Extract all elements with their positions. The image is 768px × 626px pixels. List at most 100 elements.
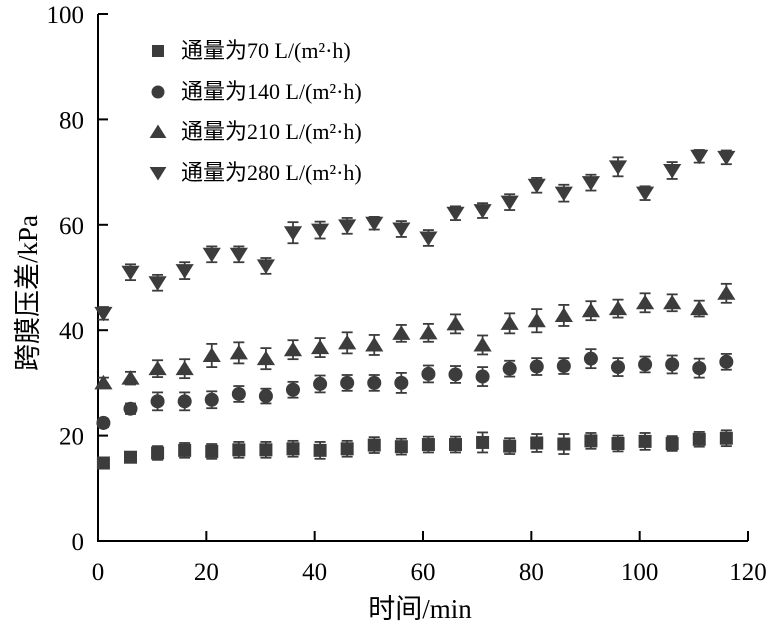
marker-square [611, 437, 625, 451]
marker-triangle-down [446, 206, 465, 222]
x-tick-label: 80 [519, 559, 544, 586]
marker-square [530, 436, 544, 450]
marker-circle [394, 375, 409, 390]
marker-square [232, 443, 246, 457]
marker-triangle-down [202, 247, 221, 263]
marker-triangle-down [581, 176, 601, 191]
marker-triangle-up [202, 347, 221, 362]
marker-square [692, 432, 706, 446]
marker-triangle-down [608, 160, 628, 175]
marker-circle [96, 415, 111, 430]
legend-label-flux-210: 通量为210 L/(m²·h) [181, 119, 362, 144]
marker-triangle-up [148, 360, 167, 376]
marker-circle [692, 361, 707, 376]
marker-triangle-up [446, 315, 465, 331]
marker-triangle-up [310, 339, 330, 355]
marker-triangle-down [419, 231, 438, 247]
marker-triangle-up [473, 336, 492, 352]
marker-triangle-up [581, 302, 601, 318]
marker-square [313, 443, 327, 457]
marker-triangle-up [608, 300, 628, 316]
marker-square [178, 443, 192, 457]
marker-triangle-down [310, 223, 330, 239]
y-tick-label: 80 [59, 107, 84, 134]
x-tick-label: 120 [729, 559, 767, 586]
marker-square [151, 446, 165, 460]
marker-triangle-down [283, 226, 303, 241]
legend-marker-triangle-down [149, 167, 167, 181]
marker-circle [313, 376, 328, 391]
x-tick-label: 40 [302, 559, 327, 586]
y-tick-label: 100 [47, 2, 85, 29]
marker-square [205, 444, 219, 458]
marker-triangle-down [690, 149, 709, 165]
marker-circle [177, 394, 192, 409]
marker-square [367, 438, 381, 452]
marker-triangle-down [94, 306, 113, 322]
marker-triangle-up [121, 370, 140, 385]
marker-triangle-up [229, 344, 248, 360]
marker-circle [502, 361, 517, 376]
legend-marker-circle [151, 85, 165, 99]
marker-triangle-up [365, 336, 384, 352]
marker-triangle-up [635, 294, 655, 310]
x-tick-label: 20 [194, 559, 219, 586]
marker-triangle-up [419, 324, 438, 340]
marker-square [394, 440, 408, 454]
marker-square [421, 438, 435, 452]
marker-triangle-down [635, 186, 655, 202]
marker-square [719, 431, 733, 445]
marker-circle [638, 357, 653, 372]
marker-triangle-down [338, 219, 357, 234]
marker-circle [204, 392, 219, 407]
marker-triangle-up [690, 300, 709, 316]
x-tick-label: 100 [621, 559, 659, 586]
marker-square [286, 442, 300, 456]
marker-square [476, 435, 490, 449]
x-tick-label: 0 [92, 559, 105, 586]
x-tick-label: 60 [411, 559, 436, 586]
marker-triangle-down [554, 186, 573, 202]
marker-triangle-down [175, 264, 194, 279]
marker-triangle-down [256, 259, 276, 274]
y-tick-label: 40 [59, 318, 84, 345]
marker-triangle-up [527, 312, 546, 328]
marker-circle [529, 359, 544, 374]
marker-triangle-down [500, 195, 519, 211]
marker-triangle-up [175, 360, 194, 376]
marker-triangle-down [121, 265, 140, 281]
marker-triangle-down [473, 204, 492, 219]
marker-square [665, 437, 679, 451]
legend-label-flux-70: 通量为70 L/(m²·h) [181, 38, 351, 63]
marker-triangle-up [500, 315, 519, 330]
x-axis-title: 时间/min [368, 594, 472, 624]
marker-triangle-down [663, 164, 682, 179]
marker-square [638, 434, 652, 448]
legend-label-flux-140: 通量为140 L/(m²·h) [181, 79, 362, 104]
marker-circle [583, 351, 598, 366]
marker-circle [448, 367, 463, 382]
marker-circle [231, 386, 246, 401]
marker-circle [421, 366, 436, 381]
marker-triangle-up [717, 285, 736, 300]
marker-circle [556, 359, 571, 374]
marker-square [124, 450, 137, 464]
marker-triangle-up [554, 307, 573, 322]
marker-triangle-down [717, 150, 736, 166]
y-tick-label: 20 [59, 424, 84, 451]
marker-triangle-up [338, 334, 357, 350]
marker-square [557, 437, 571, 451]
marker-circle [475, 369, 490, 384]
marker-circle [665, 357, 680, 372]
marker-square [259, 443, 273, 457]
marker-triangle-up [663, 294, 682, 310]
marker-circle [285, 382, 301, 397]
marker-square [503, 439, 517, 453]
marker-circle [719, 354, 734, 369]
marker-circle [610, 360, 626, 375]
marker-circle [340, 375, 355, 390]
marker-circle [123, 401, 138, 416]
y-tick-label: 60 [59, 213, 84, 240]
y-axis-title: 跨膜压差/kPa [13, 215, 43, 372]
